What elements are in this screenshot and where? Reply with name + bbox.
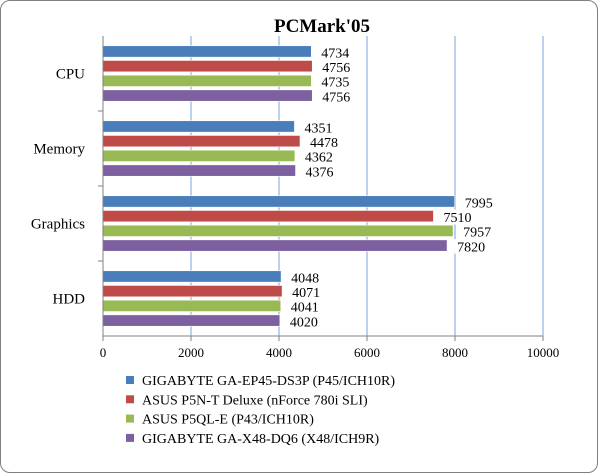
bar-graphics-series-1 bbox=[102, 195, 456, 208]
value-label-hdd-4: 4020 bbox=[290, 315, 318, 330]
category-label-memory: Memory bbox=[33, 142, 85, 158]
value-label-memory-3: 4362 bbox=[305, 151, 333, 166]
value-label-bg-hdd-3 bbox=[287, 299, 322, 315]
value-label-bg-graphics-3 bbox=[460, 224, 495, 240]
legend-swatch-1 bbox=[126, 376, 134, 384]
value-label-memory-4: 4376 bbox=[306, 165, 334, 180]
x-tick-label-0: 0 bbox=[100, 345, 107, 360]
bar-hdd-series-2 bbox=[102, 285, 283, 298]
chart-title: PCMark'05 bbox=[274, 16, 370, 37]
legend-label-3: ASUS P5QL-E (P43/ICH10R) bbox=[142, 413, 314, 428]
category-label-cpu: CPU bbox=[56, 67, 85, 83]
value-label-bg-cpu-4 bbox=[319, 88, 354, 104]
value-label-bg-cpu-3 bbox=[318, 74, 353, 90]
x-tick-label-8000: 8000 bbox=[442, 345, 468, 360]
legend-label-4: GIGABYTE GA-X48-DQ6 (X48/ICH9R) bbox=[142, 432, 380, 447]
x-tick-label-4000: 4000 bbox=[266, 345, 292, 360]
bar-cpu-series-4 bbox=[102, 89, 313, 102]
x-tick-label-2000: 2000 bbox=[178, 345, 204, 360]
value-label-bg-cpu-1 bbox=[318, 44, 353, 60]
value-label-bg-memory-3 bbox=[301, 149, 336, 165]
legend: GIGABYTE GA-EP45-DS3P (P45/ICH10R) ASUS P… bbox=[126, 374, 395, 447]
value-label-bg-memory-4 bbox=[302, 163, 337, 179]
bar-cpu-series-3 bbox=[102, 74, 312, 87]
category-label-hdd: HDD bbox=[53, 292, 86, 308]
legend-swatch-4 bbox=[126, 433, 134, 442]
value-label-bg-hdd-2 bbox=[289, 284, 324, 300]
value-labels: 4734475647354756435144784362437679957510… bbox=[286, 44, 496, 330]
value-label-cpu-4: 4756 bbox=[322, 90, 350, 105]
legend-swatch-2 bbox=[126, 395, 134, 404]
value-label-hdd-3: 4041 bbox=[291, 301, 319, 316]
value-label-bg-hdd-4 bbox=[286, 313, 321, 329]
value-label-hdd-2: 4071 bbox=[292, 286, 320, 301]
legend-swatch-3 bbox=[126, 414, 134, 423]
value-label-hdd-1: 4048 bbox=[291, 271, 319, 286]
value-label-graphics-4: 7820 bbox=[457, 240, 485, 255]
legend-label-1: GIGABYTE GA-EP45-DS3P (P45/ICH10R) bbox=[142, 374, 395, 389]
value-label-bg-graphics-1 bbox=[461, 194, 496, 210]
value-label-cpu-2: 4756 bbox=[322, 61, 350, 76]
bar-memory-series-1 bbox=[102, 120, 295, 133]
value-label-bg-hdd-1 bbox=[288, 269, 323, 285]
bar-hdd-series-4 bbox=[102, 314, 281, 327]
bar-hdd-series-3 bbox=[102, 299, 282, 312]
value-label-graphics-3: 7957 bbox=[463, 226, 491, 241]
value-label-bg-cpu-2 bbox=[319, 59, 354, 75]
bar-hdd-series-1 bbox=[102, 270, 282, 283]
bar-memory-series-4 bbox=[102, 164, 296, 177]
bar-memory-series-3 bbox=[102, 149, 296, 162]
value-label-bg-memory-2 bbox=[307, 134, 342, 150]
tick-labels: 0 2000 4000 6000 8000 10000 bbox=[100, 345, 560, 360]
value-label-memory-1: 4351 bbox=[304, 121, 332, 136]
bar-graphics-series-2 bbox=[102, 210, 434, 223]
bar-graphics-series-3 bbox=[102, 224, 454, 237]
bar-cpu-series-2 bbox=[102, 60, 313, 73]
value-label-graphics-2: 7510 bbox=[443, 211, 471, 226]
legend-label-2: ASUS P5N-T Deluxe (nForce 780i SLI) bbox=[142, 393, 368, 408]
value-label-bg-memory-1 bbox=[301, 119, 336, 135]
value-label-bg-graphics-4 bbox=[454, 238, 489, 254]
bar-graphics-series-4 bbox=[102, 239, 448, 252]
value-label-bg-graphics-2 bbox=[440, 209, 475, 225]
value-label-cpu-3: 4735 bbox=[321, 76, 349, 91]
x-tick-label-6000: 6000 bbox=[354, 345, 380, 360]
axes bbox=[98, 36, 544, 341]
x-tick-label-10000: 10000 bbox=[527, 345, 560, 360]
category-labels: CPU Memory Graphics HDD bbox=[31, 67, 86, 308]
bar-memory-series-2 bbox=[102, 135, 301, 148]
bar-cpu-series-1 bbox=[102, 45, 312, 58]
value-label-graphics-1: 7995 bbox=[465, 196, 493, 211]
bars bbox=[102, 45, 456, 327]
value-label-memory-2: 4478 bbox=[310, 136, 338, 151]
value-label-cpu-1: 4734 bbox=[321, 46, 349, 61]
category-label-graphics: Graphics bbox=[31, 217, 85, 233]
